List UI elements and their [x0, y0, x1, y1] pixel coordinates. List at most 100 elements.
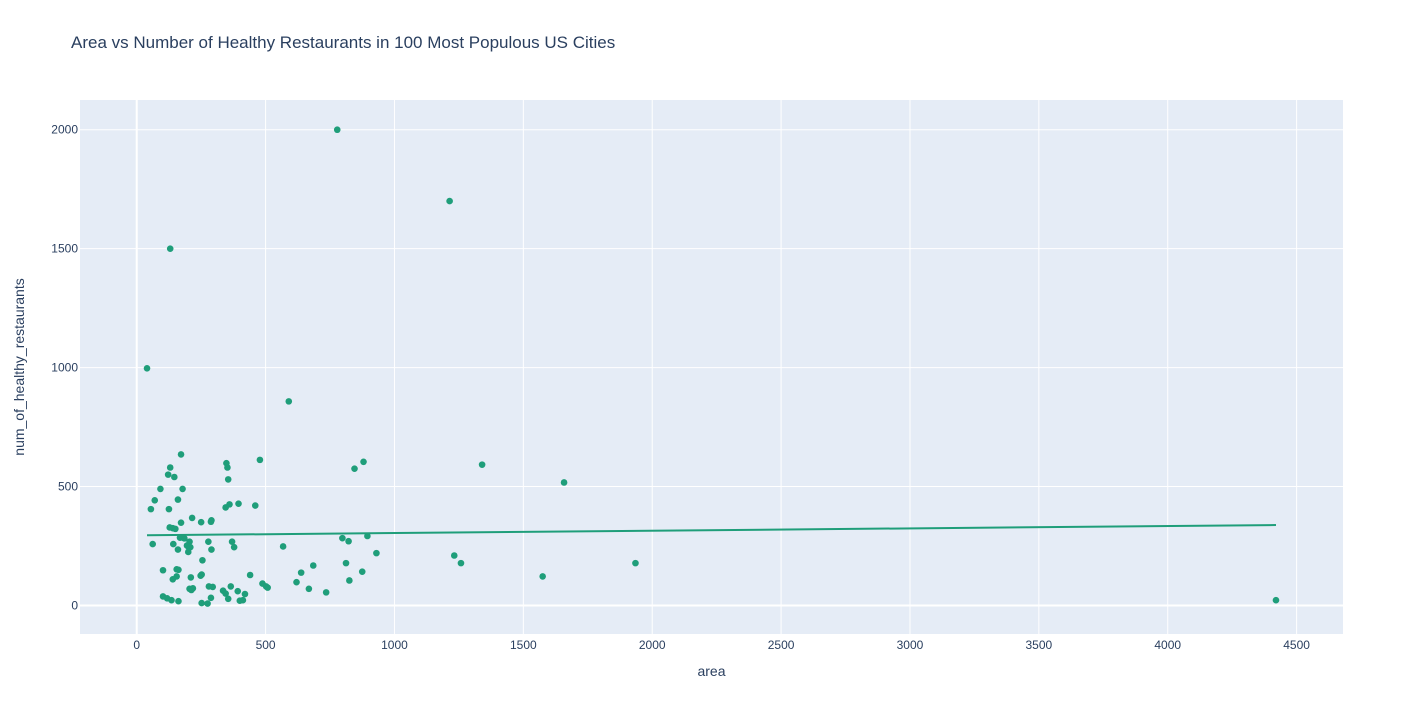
- data-point: [168, 596, 175, 604]
- data-point: [170, 540, 177, 548]
- data-point: [149, 540, 156, 548]
- data-point: [346, 577, 353, 584]
- data-point: [222, 504, 229, 511]
- data-point: [198, 599, 205, 607]
- data-point: [322, 589, 330, 596]
- data-point: [188, 586, 195, 594]
- data-point: [256, 456, 264, 464]
- data-point: [207, 594, 215, 602]
- data-point: [199, 556, 206, 564]
- data-point: [224, 595, 232, 603]
- data-point: [293, 578, 300, 586]
- x-tick-label: 2000: [639, 638, 666, 652]
- data-point: [339, 534, 346, 542]
- data-point: [184, 548, 192, 556]
- data-point: [264, 584, 271, 591]
- data-point: [166, 245, 174, 252]
- data-point: [169, 575, 177, 583]
- data-point: [235, 500, 242, 507]
- x-tick-label: 2500: [768, 638, 795, 652]
- data-point: [224, 476, 232, 483]
- data-point: [222, 590, 229, 597]
- data-point: [197, 518, 205, 526]
- data-point: [351, 465, 358, 472]
- data-point: [159, 566, 167, 574]
- data-point: [147, 505, 155, 513]
- data-point: [188, 514, 196, 522]
- y-tick-label: 2000: [51, 123, 78, 137]
- data-point: [228, 538, 236, 546]
- data-point: [181, 535, 188, 542]
- tick-labels: 0 500 1000 1500 2000 2500 3000 3500 4000 4500 0 500…: [51, 123, 1310, 652]
- data-point: [175, 597, 182, 605]
- x-tick-label: 4500: [1283, 638, 1310, 652]
- trendline: [147, 524, 1276, 537]
- data-point: [309, 562, 317, 569]
- data-point: [234, 587, 242, 595]
- data-point: [342, 559, 350, 567]
- data-point: [204, 600, 211, 607]
- data-point: [297, 569, 305, 576]
- data-point: [174, 546, 182, 553]
- data-point: [478, 461, 486, 468]
- data-point: [239, 596, 247, 604]
- x-tick-label: 4000: [1154, 638, 1181, 652]
- grid-lines: [80, 100, 1343, 634]
- data-point: [345, 537, 352, 545]
- chart-title: Area vs Number of Healthy Restaurants in…: [71, 33, 616, 52]
- x-axis-title: area: [697, 663, 725, 679]
- data-point: [151, 497, 159, 504]
- data-point: [230, 543, 238, 551]
- data-point: [560, 479, 568, 486]
- data-points: [143, 126, 1280, 607]
- data-point: [187, 574, 195, 581]
- data-point: [539, 573, 546, 580]
- data-point: [175, 566, 182, 574]
- data-point: [209, 583, 217, 591]
- data-point: [333, 126, 341, 134]
- data-point: [177, 519, 185, 526]
- data-point: [246, 571, 254, 579]
- y-tick-label: 0: [71, 598, 78, 612]
- data-point: [205, 538, 212, 546]
- data-point: [171, 473, 178, 481]
- data-point: [446, 197, 453, 205]
- x-tick-label: 3500: [1025, 638, 1052, 652]
- y-tick-label: 1500: [51, 242, 78, 256]
- data-point: [164, 471, 172, 478]
- data-point: [285, 398, 293, 405]
- data-point: [360, 458, 367, 466]
- data-point: [241, 590, 249, 598]
- data-point: [157, 485, 164, 493]
- data-point: [358, 568, 366, 575]
- y-axis-title: num_of_healthy_restaurants: [11, 278, 27, 455]
- x-tick-label: 1500: [510, 638, 537, 652]
- x-tick-label: 3000: [897, 638, 924, 652]
- data-point: [172, 525, 179, 533]
- data-point: [166, 464, 174, 471]
- data-point: [224, 464, 231, 471]
- x-tick-label: 0: [133, 638, 140, 652]
- data-point: [364, 532, 371, 540]
- data-point: [1272, 596, 1280, 604]
- data-point: [227, 583, 235, 590]
- y-tick-label: 500: [58, 480, 78, 494]
- data-point: [251, 502, 259, 509]
- data-point: [174, 496, 182, 503]
- data-point: [207, 518, 215, 526]
- trendline-layer: [147, 524, 1276, 537]
- data-point: [279, 543, 287, 550]
- data-point: [165, 505, 173, 513]
- data-point: [179, 485, 186, 493]
- plot-background: [80, 100, 1343, 634]
- data-point: [457, 559, 465, 567]
- data-point: [177, 451, 185, 458]
- data-point: [208, 546, 215, 553]
- x-tick-label: 500: [256, 638, 276, 652]
- data-point: [632, 559, 639, 567]
- data-point: [143, 365, 151, 372]
- y-tick-label: 1000: [51, 361, 78, 375]
- x-tick-label: 1000: [381, 638, 408, 652]
